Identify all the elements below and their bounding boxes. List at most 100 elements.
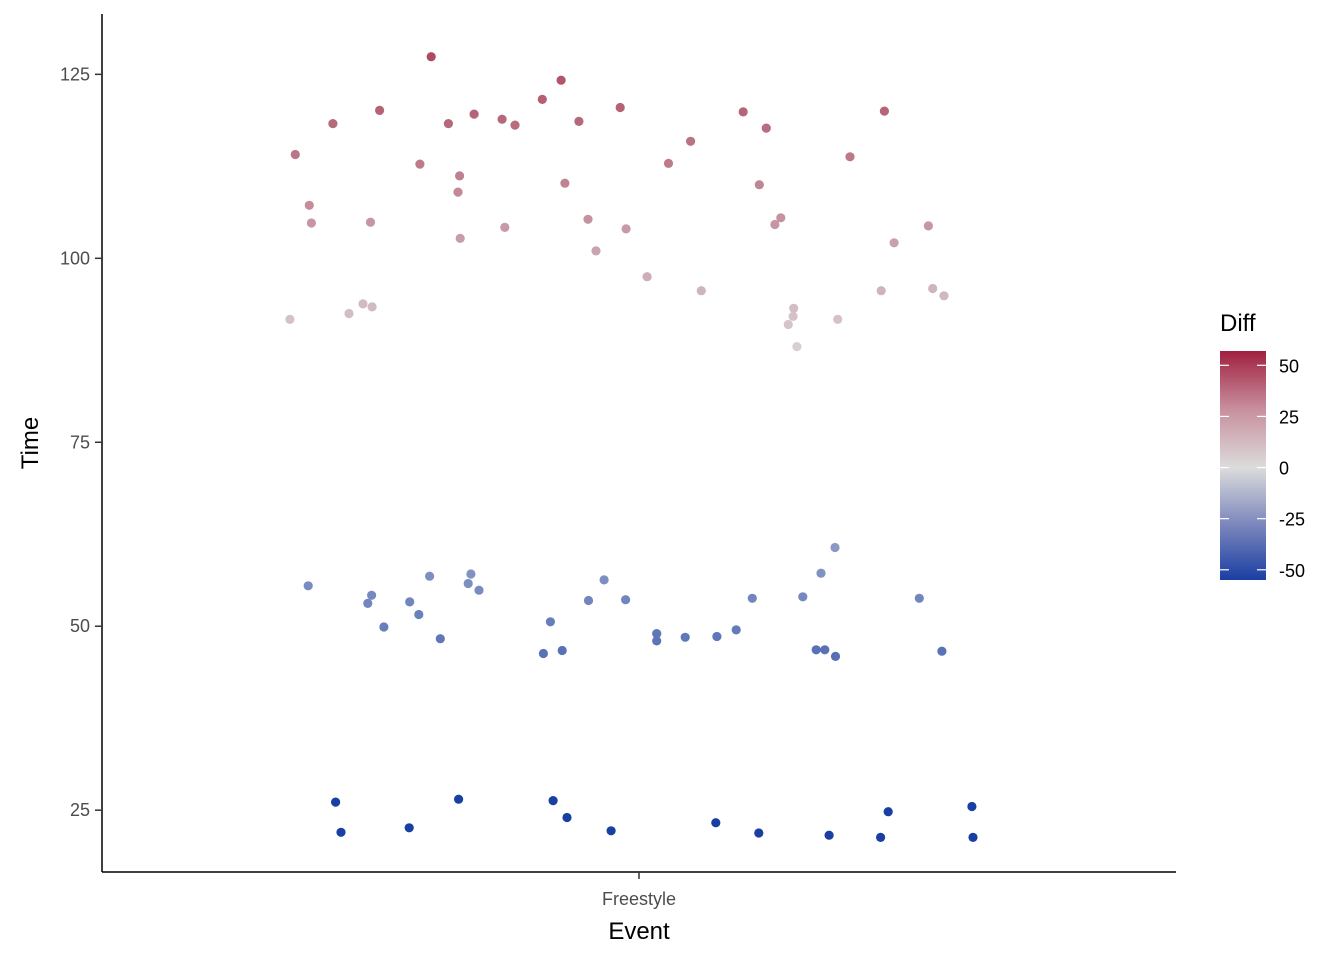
- y-axis-ticks: 25 50 75 100 125: [60, 64, 102, 820]
- data-point-22: [435, 634, 445, 644]
- data-point-18: [415, 159, 425, 169]
- data-point-42: [562, 812, 572, 823]
- data-point-15: [379, 622, 389, 632]
- data-point-72: [792, 342, 802, 352]
- data-point-79: [830, 651, 841, 662]
- data-point-86: [889, 238, 899, 248]
- y-tick-label-75: 75: [70, 432, 90, 452]
- data-point-17: [404, 823, 414, 833]
- data-point-45: [583, 595, 594, 606]
- data-point-19: [414, 609, 424, 620]
- data-point-23: [443, 119, 453, 129]
- data-point-65: [754, 180, 764, 190]
- data-point-50: [621, 595, 631, 605]
- data-point-84: [879, 106, 890, 116]
- data-point-39: [556, 75, 566, 85]
- data-point-74: [811, 645, 821, 655]
- data-point-58: [696, 286, 706, 296]
- legend-colorbar: [1220, 351, 1266, 580]
- data-point-56: [680, 632, 690, 642]
- data-point-60: [711, 818, 721, 828]
- data-point-25: [455, 171, 465, 181]
- data-point-92: [967, 801, 977, 812]
- data-point-61: [731, 625, 741, 635]
- data-point-68: [776, 213, 786, 223]
- data-point-20: [425, 571, 435, 581]
- data-point-88: [923, 221, 934, 231]
- x-axis-title: Event: [608, 918, 670, 945]
- y-tick-label-25: 25: [70, 800, 90, 820]
- legend-tick-label-50: 50: [1279, 356, 1299, 376]
- data-point-82: [876, 832, 886, 843]
- data-point-0: [285, 314, 295, 324]
- data-point-11: [367, 590, 377, 600]
- data-point-89: [928, 283, 938, 294]
- data-point-27: [454, 794, 464, 804]
- legend-tick-label--25: -25: [1279, 510, 1305, 530]
- data-points: [285, 52, 978, 843]
- data-point-9: [358, 299, 368, 309]
- data-point-48: [606, 826, 616, 836]
- data-point-2: [304, 200, 314, 210]
- data-point-54: [652, 636, 662, 646]
- data-point-76: [820, 645, 830, 655]
- data-point-36: [538, 648, 549, 659]
- data-point-30: [469, 109, 479, 119]
- legend-ticks: 50 25 0 -25 -50: [1220, 356, 1305, 581]
- data-point-49: [615, 102, 625, 113]
- data-point-59: [712, 631, 722, 642]
- data-point-12: [365, 217, 376, 227]
- data-point-26: [455, 233, 465, 243]
- y-tick-label-125: 125: [60, 64, 90, 84]
- data-point-3: [306, 218, 316, 228]
- data-point-33: [500, 222, 510, 232]
- data-point-32: [497, 114, 507, 124]
- data-point-6: [331, 797, 341, 807]
- data-point-40: [557, 645, 567, 656]
- data-point-1: [290, 149, 300, 160]
- data-point-5: [328, 119, 338, 129]
- data-point-43: [574, 116, 584, 126]
- legend-tick-label--50: -50: [1279, 561, 1305, 581]
- data-point-81: [845, 152, 855, 162]
- data-point-51: [621, 224, 631, 234]
- data-point-70: [788, 311, 798, 321]
- data-point-46: [591, 246, 601, 256]
- data-point-7: [336, 827, 346, 837]
- data-point-66: [761, 123, 771, 133]
- y-tick-label-100: 100: [60, 248, 90, 268]
- data-point-85: [883, 807, 893, 817]
- data-point-8: [344, 308, 354, 319]
- data-point-44: [583, 214, 593, 224]
- data-point-62: [738, 107, 748, 117]
- data-point-90: [937, 646, 947, 656]
- data-point-55: [663, 158, 674, 168]
- data-point-52: [642, 272, 652, 282]
- data-point-35: [537, 94, 547, 104]
- data-point-4: [303, 581, 313, 591]
- data-point-16: [405, 597, 415, 607]
- data-point-77: [824, 830, 834, 840]
- legend-tick-label-0: 0: [1279, 459, 1289, 479]
- data-point-63: [747, 593, 757, 603]
- data-point-78: [830, 542, 840, 553]
- data-point-64: [754, 828, 764, 838]
- data-point-73: [798, 592, 808, 602]
- data-point-13: [367, 302, 377, 312]
- data-point-80: [833, 314, 843, 324]
- data-point-71: [789, 303, 799, 313]
- data-point-29: [466, 569, 476, 579]
- x-tick-label-freestyle: Freestyle: [602, 889, 676, 909]
- data-point-47: [599, 575, 609, 585]
- legend-title: Diff: [1220, 310, 1256, 337]
- y-tick-label-50: 50: [70, 616, 90, 636]
- data-point-87: [914, 593, 924, 603]
- data-point-24: [453, 187, 463, 197]
- data-point-34: [510, 120, 520, 130]
- data-point-93: [968, 832, 978, 843]
- data-point-67: [770, 219, 780, 230]
- color-legend: Diff 50 25 0 -25 -50: [1220, 310, 1305, 581]
- data-point-41: [560, 178, 570, 188]
- data-point-21: [426, 52, 436, 62]
